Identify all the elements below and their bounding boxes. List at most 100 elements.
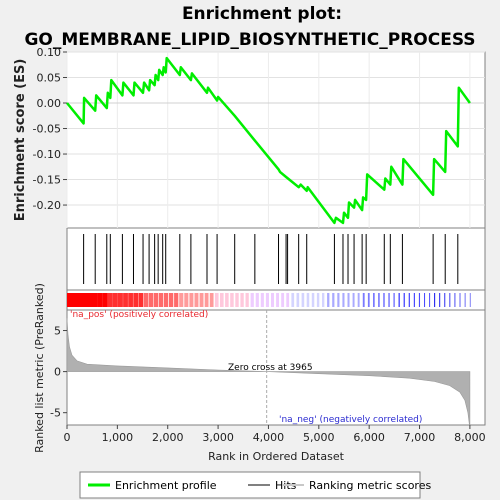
- heatmap-cell: [163, 293, 169, 307]
- heatmap-cell: [128, 293, 133, 307]
- heatmap-cell: [107, 293, 113, 307]
- legend: Enrichment profile Hits Ranking metric sco…: [88, 479, 431, 492]
- heatmap-cell: [383, 293, 385, 307]
- heatmap-cell: [199, 293, 204, 307]
- rank-heatmap-bar: [67, 293, 471, 307]
- heatmap-cell: [255, 293, 259, 307]
- heatmap-cell: [469, 293, 471, 307]
- heatmap-cell: [219, 293, 224, 307]
- rank-y-axis-label: Ranked list metric (PreRanked): [33, 283, 46, 453]
- heatmap-cell: [398, 293, 400, 307]
- heatmap-cell: [230, 293, 234, 307]
- heatmap-cell: [342, 293, 345, 307]
- heatmap-cell: [327, 293, 330, 307]
- heatmap-cell: [143, 293, 149, 307]
- heatmap-cell: [112, 293, 118, 307]
- heatmap-cell: [444, 293, 446, 307]
- es-y-ticks: 0.10 0.05 0.00 -0.05 -0.10 -0.15 -0.20: [33, 46, 67, 212]
- heatmap-cell: [276, 293, 280, 307]
- heatmap-cell: [87, 293, 93, 307]
- zero-cross-label: Zero cross at 3965: [228, 363, 313, 373]
- heatmap-cell: [352, 293, 355, 307]
- x-axis-label: Rank in Ordered Dataset: [208, 450, 345, 463]
- heatmap-cell: [393, 293, 395, 307]
- es-y-tick-label: 0.05: [37, 72, 62, 85]
- heatmap-cell: [372, 293, 375, 307]
- ranking-metric-area: [66, 310, 471, 426]
- heatmap-cell: [214, 293, 219, 307]
- heatmap-cell: [413, 293, 415, 307]
- x-tick-label: 1,000: [102, 431, 134, 444]
- ranking-metric-fill: [66, 318, 471, 426]
- rank-y-tick-label: -5: [50, 407, 61, 420]
- es-y-tick-label: -0.15: [33, 174, 61, 187]
- heatmap-cell: [235, 293, 239, 307]
- heatmap-cell: [286, 293, 290, 307]
- heatmap-cell: [362, 293, 365, 307]
- heatmap-cell: [184, 293, 189, 307]
- heatmap-cell: [281, 293, 285, 307]
- x-tick-label: 0: [64, 431, 71, 444]
- heatmap-cell: [92, 293, 98, 307]
- heatmap-cell: [454, 293, 456, 307]
- heatmap-cell: [240, 293, 244, 307]
- heatmap-cell: [357, 293, 360, 307]
- heatmap-cell: [403, 293, 405, 307]
- es-y-tick-label: -0.10: [33, 148, 61, 161]
- heatmap-cell: [296, 293, 300, 307]
- heatmap-cell: [168, 293, 174, 307]
- legend-label: Enrichment profile: [115, 479, 217, 492]
- heatmap-cell: [291, 293, 295, 307]
- heatmap-cell: [97, 293, 103, 307]
- heatmap-cell: [209, 293, 214, 307]
- rank-y-ticks: 5 0 -5: [50, 325, 67, 420]
- heatmap-cell: [423, 293, 426, 307]
- x-tick-label: 6,000: [353, 431, 385, 444]
- x-tick-label: 5,000: [303, 431, 335, 444]
- heatmap-cell: [347, 293, 350, 307]
- heatmap-cell: [138, 293, 144, 307]
- x-tick-label: 4,000: [253, 431, 285, 444]
- x-tick-label: 7,000: [404, 431, 436, 444]
- heatmap-cell: [439, 293, 441, 307]
- heatmap-cell: [321, 293, 325, 307]
- heatmap-cell: [204, 293, 209, 307]
- heatmap-cell: [117, 293, 123, 307]
- heatmap-cell: [67, 293, 73, 307]
- heatmap-cell: [174, 293, 179, 307]
- x-tick-label: 8,000: [454, 431, 486, 444]
- heatmap-cell: [77, 293, 83, 307]
- hit-markers: [83, 234, 459, 284]
- heatmap-cell: [306, 293, 310, 307]
- heatmap-cell: [449, 293, 451, 307]
- heatmap-cell: [316, 293, 320, 307]
- legend-label: Ranking metric scores: [309, 479, 431, 492]
- heatmap-cell: [418, 293, 421, 307]
- heatmap-cell: [367, 293, 370, 307]
- heatmap-cell: [464, 293, 466, 307]
- x-tick-label: 3,000: [202, 431, 234, 444]
- heatmap-cell: [388, 293, 390, 307]
- hits-panel: [66, 227, 486, 291]
- enrichment-profile-series: [66, 56, 471, 225]
- es-y-tick-label: 0.00: [37, 97, 62, 110]
- heatmap-cell: [148, 293, 154, 307]
- heatmap-cell: [270, 293, 274, 307]
- heatmap-cell: [194, 293, 199, 307]
- heatmap-cell: [72, 293, 78, 307]
- heatmap-cell: [408, 293, 410, 307]
- rank-y-tick-label: 0: [54, 366, 61, 379]
- heatmap-cell: [337, 293, 340, 307]
- heatmap-cell: [429, 293, 431, 307]
- x-tick-label: 2,000: [152, 431, 184, 444]
- es-y-tick-label: -0.20: [33, 199, 61, 212]
- heatmap-cell: [311, 293, 315, 307]
- heatmap-cell: [265, 293, 269, 307]
- heatmap-cell: [260, 293, 264, 307]
- heatmap-cell: [153, 293, 159, 307]
- heatmap-cell: [434, 293, 436, 307]
- heatmap-cell: [378, 293, 380, 307]
- heatmap-cell: [250, 293, 254, 307]
- heatmap-cell: [179, 293, 184, 307]
